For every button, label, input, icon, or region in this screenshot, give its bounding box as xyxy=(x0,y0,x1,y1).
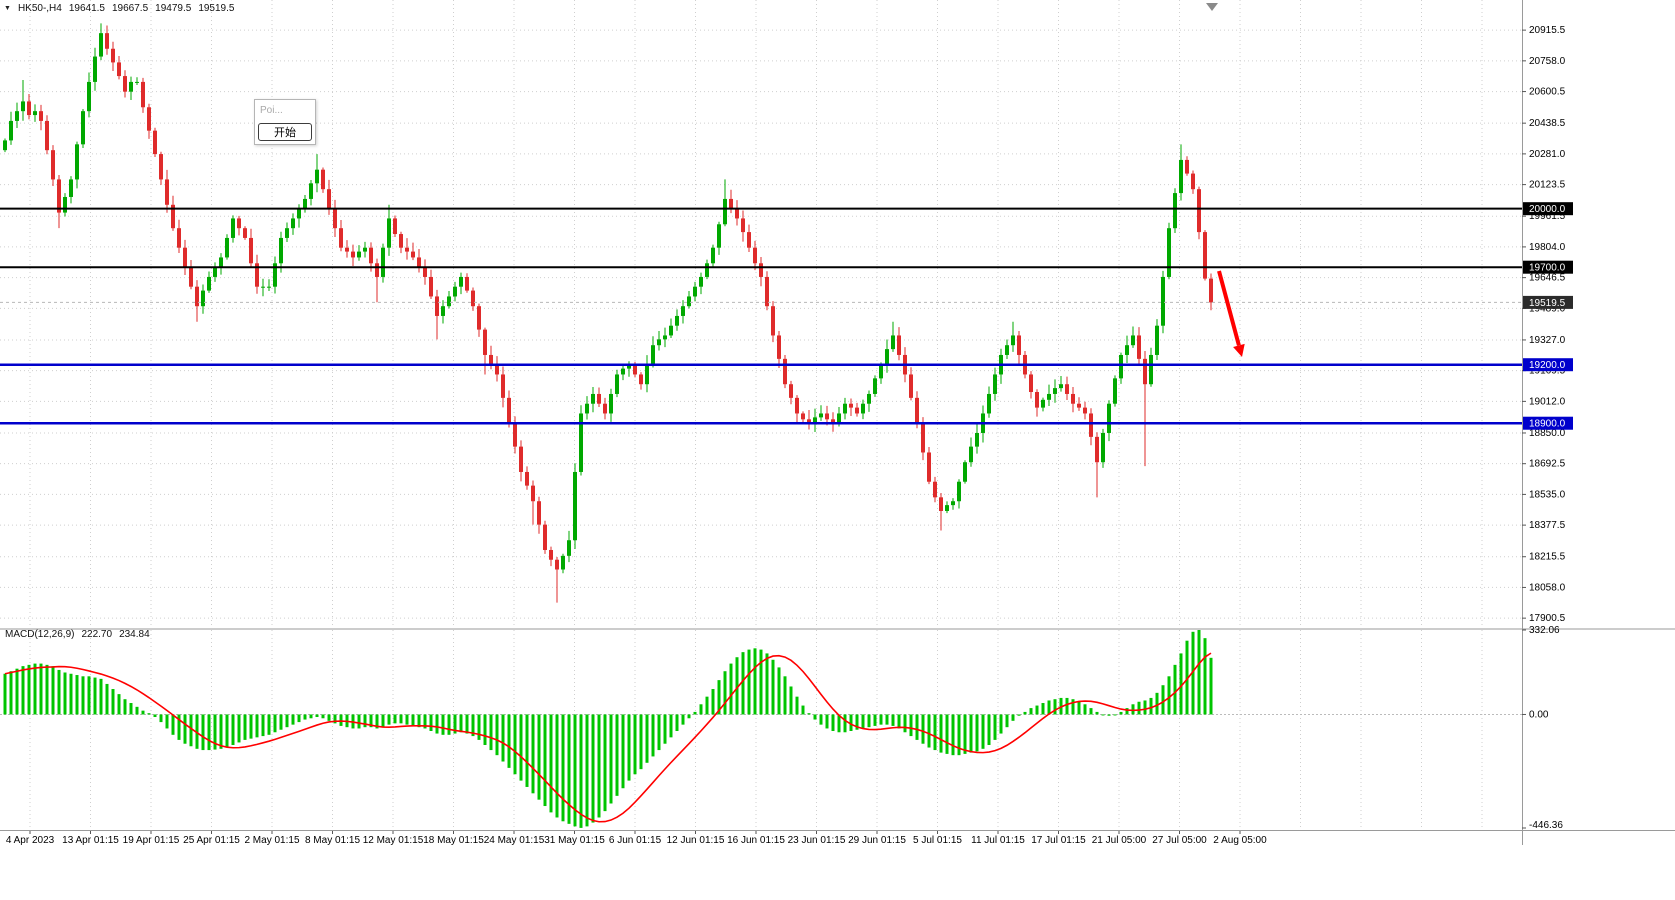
svg-text:20915.5: 20915.5 xyxy=(1529,25,1566,36)
macd-axis[interactable]: 332.06 0.00 -446.36 xyxy=(1522,625,1563,831)
svg-text:18850.0: 18850.0 xyxy=(1529,428,1566,439)
svg-text:24 May 01:15: 24 May 01:15 xyxy=(484,835,545,846)
ohlc-readout: ▼ HK50-,H4 19641.5 19667.5 19479.5 19519… xyxy=(4,3,234,14)
chart-shift-marker-icon xyxy=(1206,3,1218,11)
macd-histogram xyxy=(3,630,1213,828)
svg-text:0.00: 0.00 xyxy=(1529,709,1549,720)
svg-text:19519.5: 19519.5 xyxy=(1529,298,1566,309)
svg-text:4 Apr 2023: 4 Apr 2023 xyxy=(6,835,55,846)
macd-indicator-label: MACD(12,26,9) 222.70 234.84 xyxy=(5,629,150,640)
svg-text:19804.0: 19804.0 xyxy=(1529,242,1566,253)
svg-text:19327.0: 19327.0 xyxy=(1529,335,1566,346)
svg-text:13 Apr 01:15: 13 Apr 01:15 xyxy=(62,835,119,846)
svg-text:25 Apr 01:15: 25 Apr 01:15 xyxy=(183,835,240,846)
ohlc-close: 19519.5 xyxy=(198,3,235,14)
svg-text:17900.5: 17900.5 xyxy=(1529,613,1566,624)
svg-text:18215.5: 18215.5 xyxy=(1529,552,1566,563)
trend-arrow-annotation[interactable] xyxy=(1217,270,1245,357)
panel-separators xyxy=(0,0,1675,845)
macd-signal-line xyxy=(4,652,1212,823)
svg-text:18 May 01:15: 18 May 01:15 xyxy=(423,835,484,846)
price-axis[interactable]: 20915.5 20758.0 20600.5 20438.5 20281.0 20123… xyxy=(1522,25,1566,624)
svg-text:2 May 01:15: 2 May 01:15 xyxy=(244,835,299,846)
svg-text:29 Jun 01:15: 29 Jun 01:15 xyxy=(848,835,906,846)
dialog-start-button[interactable]: 开始 xyxy=(258,123,312,141)
svg-text:19961.5: 19961.5 xyxy=(1529,211,1566,222)
svg-text:12 May 01:15: 12 May 01:15 xyxy=(363,835,424,846)
symbol-dropdown-icon[interactable]: ▼ xyxy=(4,4,11,12)
svg-text:19012.0: 19012.0 xyxy=(1529,396,1566,407)
time-axis[interactable]: 4 Apr 2023 13 Apr 01:15 19 Apr 01:15 25 Apr… xyxy=(6,831,1267,846)
macd-value: 222.70 xyxy=(81,629,113,640)
svg-text:18058.0: 18058.0 xyxy=(1529,582,1566,593)
svg-text:12 Jun 01:15: 12 Jun 01:15 xyxy=(667,835,725,846)
svg-text:19 Apr 01:15: 19 Apr 01:15 xyxy=(123,835,180,846)
svg-text:6 Jun 01:15: 6 Jun 01:15 xyxy=(609,835,662,846)
svg-text:21 Jul 05:00: 21 Jul 05:00 xyxy=(1092,835,1147,846)
svg-text:8 May 01:15: 8 May 01:15 xyxy=(305,835,360,846)
macd-signal-value: 234.84 xyxy=(119,629,150,640)
svg-text:18377.5: 18377.5 xyxy=(1529,520,1566,531)
svg-text:5 Jul 01:15: 5 Jul 01:15 xyxy=(913,835,962,846)
price-tags: 20000.0 19700.0 19519.5 19200.0 18900.0 xyxy=(1523,202,1573,430)
svg-text:19700.0: 19700.0 xyxy=(1529,263,1566,274)
svg-text:332.06: 332.06 xyxy=(1529,625,1560,636)
svg-text:19200.0: 19200.0 xyxy=(1529,360,1566,371)
macd-name: MACD(12,26,9) xyxy=(5,629,75,640)
svg-text:20000.0: 20000.0 xyxy=(1529,204,1566,215)
svg-text:31 May 01:15: 31 May 01:15 xyxy=(544,835,605,846)
script-dialog[interactable]: Poi... 开始 xyxy=(254,99,316,145)
ohlc-high: 19667.5 xyxy=(112,3,149,14)
svg-text:20600.5: 20600.5 xyxy=(1529,87,1566,98)
svg-text:18900.0: 18900.0 xyxy=(1529,419,1566,430)
svg-text:20758.0: 20758.0 xyxy=(1529,56,1566,67)
svg-text:23 Jun 01:15: 23 Jun 01:15 xyxy=(788,835,846,846)
svg-text:16 Jun 01:15: 16 Jun 01:15 xyxy=(727,835,785,846)
svg-text:11 Jul 01:15: 11 Jul 01:15 xyxy=(971,835,1025,846)
dialog-title: Poi... xyxy=(260,105,283,116)
svg-text:18535.0: 18535.0 xyxy=(1529,489,1566,500)
svg-text:17 Jul 01:15: 17 Jul 01:15 xyxy=(1031,835,1086,846)
horizontal-lines[interactable] xyxy=(0,207,1522,425)
svg-text:27 Jul 05:00: 27 Jul 05:00 xyxy=(1152,835,1207,846)
svg-text:2 Aug 05:00: 2 Aug 05:00 xyxy=(1213,835,1267,846)
svg-text:-446.36: -446.36 xyxy=(1529,820,1563,831)
svg-text:20281.0: 20281.0 xyxy=(1529,149,1566,160)
ohlc-open: 19641.5 xyxy=(68,3,105,14)
svg-text:20438.5: 20438.5 xyxy=(1529,118,1566,129)
svg-text:20123.5: 20123.5 xyxy=(1529,180,1566,191)
svg-text:18692.5: 18692.5 xyxy=(1529,459,1566,470)
candlestick-series xyxy=(3,23,1213,603)
ohlc-low: 19479.5 xyxy=(155,3,192,14)
svg-text:19646.5: 19646.5 xyxy=(1529,273,1566,284)
symbol-timeframe-label: HK50-,H4 xyxy=(17,3,62,14)
